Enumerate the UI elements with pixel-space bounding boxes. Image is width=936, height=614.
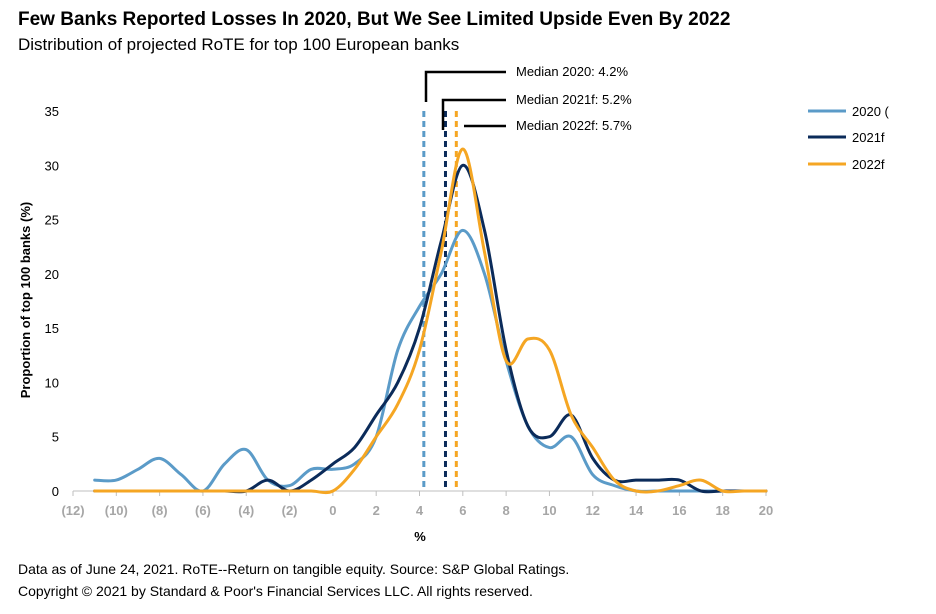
y-tick-label: 25 [45, 213, 59, 228]
median-label-0: Median 2020: 4.2% [516, 64, 628, 79]
chart-subtitle: Distribution of projected RoTE for top 1… [18, 35, 460, 54]
legend-label-2: 2022f [852, 157, 885, 172]
x-axis-title: % [414, 529, 426, 544]
series-line-2021f [93, 163, 768, 494]
y-tick-label: 35 [45, 104, 59, 119]
x-tick-label: 8 [503, 503, 510, 518]
x-tick-label: (10) [105, 503, 128, 518]
y-tick-label: 15 [45, 321, 59, 336]
y-tick-label: 0 [52, 484, 59, 499]
x-tick-label: 16 [672, 503, 686, 518]
x-tick-label: (6) [195, 503, 211, 518]
x-tick-label: 0 [329, 503, 336, 518]
x-tick-label: (4) [238, 503, 254, 518]
footnote-copyright: Copyright © 2021 by Standard & Poor's Fi… [18, 583, 533, 599]
median-annotations: Median 2020: 4.2% Median 2021f: 5.2% Media… [424, 64, 632, 133]
median-label-1: Median 2021f: 5.2% [516, 92, 632, 107]
x-tick-label: 20 [759, 503, 773, 518]
legend-label-0: 2020 ( [852, 104, 890, 119]
x-tick-label: 18 [715, 503, 729, 518]
median-lines [422, 111, 458, 491]
median-label-2: Median 2022f: 5.7% [516, 118, 632, 133]
series-lines [93, 147, 768, 495]
series-line-2020 [93, 228, 768, 493]
rote-distribution-chart: Proportion of top 100 banks (%) % 0 5 10 15… [18, 64, 890, 544]
x-tick-label: 2 [373, 503, 380, 518]
y-tick-label: 20 [45, 267, 59, 282]
x-tick-label: (8) [152, 503, 168, 518]
median-bracket-0 [424, 70, 506, 102]
footnote-source: Data as of June 24, 2021. RoTE--Return o… [18, 561, 570, 577]
x-tick-label: (12) [61, 503, 84, 518]
y-tick-label: 5 [52, 430, 59, 445]
x-tick-label: 14 [629, 503, 644, 518]
x-tick-label: (2) [282, 503, 298, 518]
x-axis-ticks: (12) (10) (8) (6) (4) (2) 0 2 4 6 8 10 12 14 16 18 20 [61, 491, 773, 518]
legend-label-1: 2021f [852, 130, 885, 145]
x-tick-label: 10 [542, 503, 556, 518]
y-axis-title: Proportion of top 100 banks (%) [18, 202, 33, 398]
y-axis-title-group: Proportion of top 100 banks (%) [18, 202, 33, 398]
x-tick-label: 6 [459, 503, 466, 518]
y-tick-label: 30 [45, 158, 59, 173]
y-tick-label: 10 [45, 375, 59, 390]
y-axis-ticks: 0 5 10 15 20 25 30 35 [45, 104, 59, 499]
legend: 2020 ( 2021f 2022f [808, 104, 890, 172]
series-line-2022f [93, 147, 768, 495]
x-tick-label: 4 [416, 503, 424, 518]
median-bracket-1 [441, 98, 506, 130]
chart-title: Few Banks Reported Losses In 2020, But W… [18, 9, 731, 30]
x-tick-label: 12 [586, 503, 600, 518]
